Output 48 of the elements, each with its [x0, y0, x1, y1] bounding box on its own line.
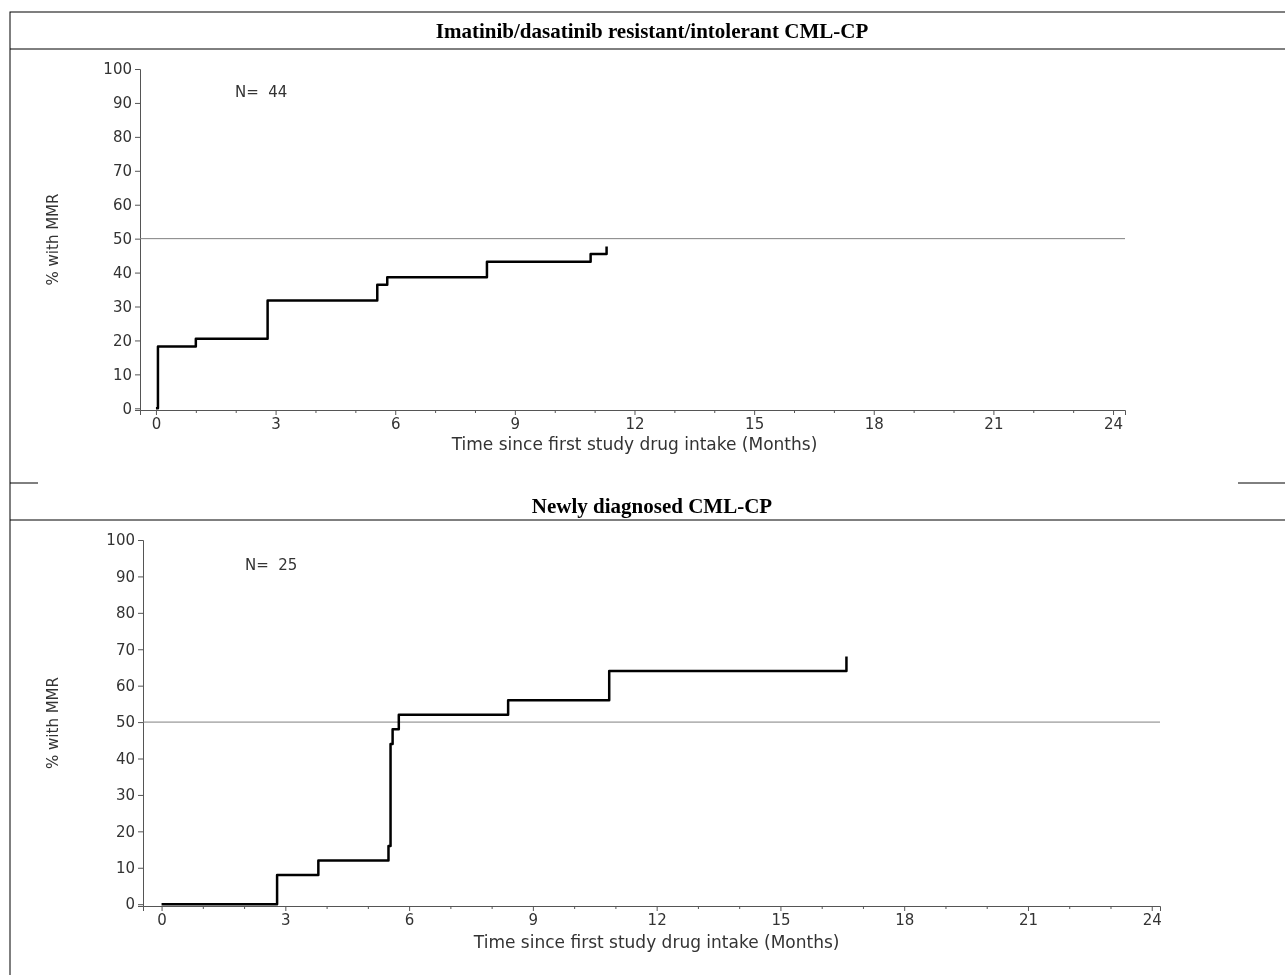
y-tick-label: 0	[122, 399, 132, 418]
x-axis-title: Time since first study drug intake (Months)	[450, 434, 818, 454]
y-tick-label: 80	[112, 128, 132, 147]
y-tick-label: 100	[103, 60, 132, 79]
y-tick-label: 20	[112, 331, 132, 350]
x-axis-title: Time since first study drug intake (Months)	[472, 932, 840, 952]
x-tick-label: 21	[1018, 910, 1039, 929]
y-tick-label: 80	[115, 604, 135, 623]
y-tick-label: 40	[112, 263, 132, 282]
y-tick-label: 10	[115, 859, 135, 878]
annotation: N= 25	[245, 556, 298, 574]
x-tick-label: 3	[281, 910, 291, 929]
chart-title: Imatinib/dasatinib resistant/intolerant CML-CP	[435, 19, 869, 43]
x-tick-label: 24	[1142, 910, 1162, 929]
x-tick-label: 0	[157, 910, 167, 929]
y-tick-label: 60	[115, 676, 135, 695]
x-tick-label: 12	[647, 910, 667, 929]
y-tick-label: 20	[115, 822, 135, 841]
x-tick-label: 0	[151, 414, 162, 433]
y-axis-title: % with MMR	[44, 193, 62, 286]
y-axis-title: % with MMR	[44, 677, 62, 769]
y-tick-label: 90	[115, 567, 135, 586]
y-tick-label: 10	[112, 365, 132, 384]
x-tick-label: 18	[895, 910, 915, 929]
y-tick-label: 70	[112, 162, 132, 181]
y-tick-label: 30	[115, 786, 135, 805]
y-tick-label: 30	[112, 297, 132, 316]
y-tick-label: 100	[106, 531, 135, 550]
x-tick-label: 21	[984, 414, 1004, 433]
x-tick-label: 3	[271, 414, 281, 433]
y-tick-label: 40	[115, 749, 135, 768]
x-tick-label: 6	[390, 414, 401, 433]
annotation: N= 44	[235, 83, 288, 101]
x-tick-label: 12	[625, 414, 645, 433]
x-tick-label: 18	[864, 414, 884, 433]
x-tick-label: 9	[528, 910, 539, 929]
x-tick-label: 15	[771, 910, 791, 929]
y-tick-label: 60	[112, 196, 132, 215]
chart-title: Newly diagnosed CML-CP	[531, 494, 773, 518]
x-tick-label: 9	[510, 414, 521, 433]
y-tick-label: 90	[112, 94, 132, 113]
y-tick-label: 70	[115, 640, 135, 659]
x-tick-label: 24	[1103, 414, 1124, 433]
y-tick-label: 0	[125, 895, 135, 914]
x-tick-label: 15	[745, 414, 765, 433]
y-tick-label: 50	[112, 229, 132, 248]
x-tick-label: 6	[404, 910, 415, 929]
y-tick-label: 50	[115, 713, 135, 732]
